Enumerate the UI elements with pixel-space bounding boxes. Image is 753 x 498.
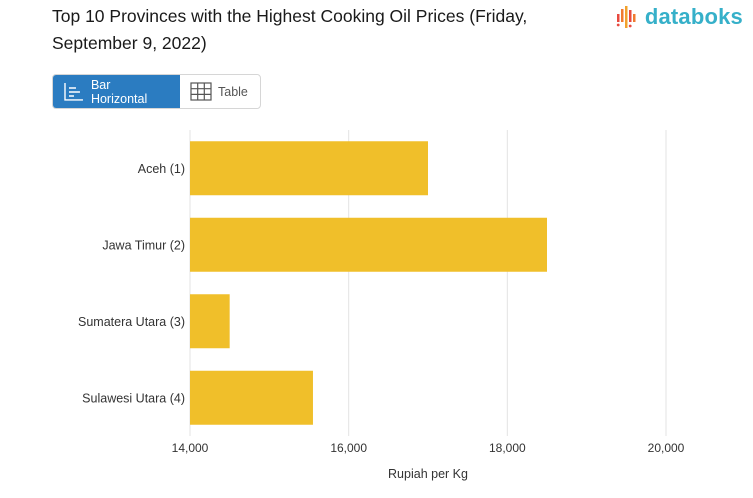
- databoks-logo[interactable]: databoks: [616, 2, 743, 32]
- chart-title: Top 10 Provinces with the Highest Cookin…: [52, 6, 528, 53]
- grid-lines: [189, 130, 667, 436]
- x-tick-label: 18,000: [489, 441, 526, 455]
- logo-icon: [616, 6, 636, 28]
- category-label: Sumatera Utara (3): [78, 315, 185, 329]
- category-labels: Aceh (1) Jawa Timur (2) Sumatera Utara (3)…: [78, 162, 185, 406]
- bar[interactable]: [190, 141, 428, 196]
- category-label: Jawa Timur (2): [102, 238, 185, 252]
- category-label: Aceh (1): [138, 162, 185, 176]
- bars: [190, 141, 547, 425]
- x-tick-label: 20,000: [648, 441, 685, 455]
- x-axis-ticks: 14,000 16,000 18,000 20,000: [172, 441, 685, 455]
- category-label: Sulawesi Utara (4): [82, 391, 185, 405]
- view-toggle: Bar Horizontal Table: [52, 74, 261, 109]
- bar[interactable]: [190, 370, 313, 425]
- x-tick-label: 14,000: [172, 441, 209, 455]
- x-tick-label: 16,000: [330, 441, 367, 455]
- table-icon: [190, 81, 212, 101]
- bar-horizontal-label: Bar Horizontal: [90, 77, 148, 106]
- bar-horizontal-button[interactable]: Bar Horizontal: [53, 75, 180, 108]
- table-button[interactable]: Table: [180, 75, 258, 108]
- bar[interactable]: [190, 294, 230, 349]
- x-axis-label: Rupiah per Kg: [388, 467, 468, 481]
- bar-chart-icon: [64, 82, 83, 101]
- bar[interactable]: [190, 217, 547, 272]
- logo-text: databoks: [644, 4, 743, 29]
- table-label: Table: [218, 84, 248, 99]
